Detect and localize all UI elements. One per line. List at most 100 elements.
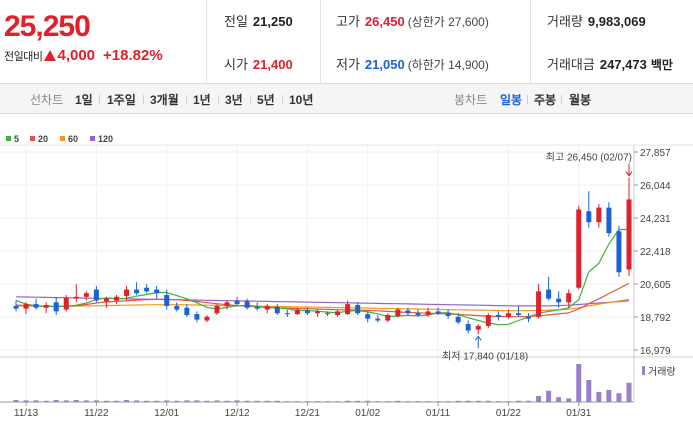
candle-body xyxy=(606,207,612,234)
candle-body xyxy=(375,318,381,321)
candle-body xyxy=(385,315,391,321)
volume-bar xyxy=(526,400,532,402)
volume-bar xyxy=(515,400,521,402)
volume-bar xyxy=(375,401,381,402)
candle-body xyxy=(576,209,582,288)
volume-bar xyxy=(546,390,552,402)
volume-bar xyxy=(304,401,310,402)
chart-tabs-bar: 선차트 1일 1주일 3개월 1년 3년 5년 10년 봉차트 일봉 주봉 월봉 xyxy=(0,84,693,114)
candle-chart-label: 봉차트 xyxy=(454,93,488,107)
candle-body xyxy=(294,309,300,315)
volume-bar xyxy=(596,392,602,402)
tab-period-5y[interactable]: 5년 xyxy=(257,93,275,107)
volume-bar xyxy=(63,400,69,402)
tab-period-1d[interactable]: 1일 xyxy=(75,93,93,107)
stat-open: 시가 21,400 xyxy=(224,54,293,73)
volume-bar xyxy=(495,401,501,402)
tab-separator xyxy=(218,95,219,104)
y-tick-label: 16,979 xyxy=(640,346,671,357)
candle-body xyxy=(445,313,451,316)
volume-bar xyxy=(224,400,230,402)
volume-bar xyxy=(325,401,331,402)
date-axis: 11/13 11/22 12/01 12/12 12/21 01/02 01/11 01/22… xyxy=(14,402,592,419)
volume-bar xyxy=(214,400,220,402)
tab-separator xyxy=(250,95,251,104)
x-tick-label: 11/13 xyxy=(14,408,39,419)
stat-volume-value: 9,983,069 xyxy=(587,14,646,29)
candle-body xyxy=(536,291,542,317)
volume-bar xyxy=(395,400,401,402)
tab-candle-monthly[interactable]: 월봉 xyxy=(569,93,592,107)
volume-bar xyxy=(234,400,240,402)
volume-bar xyxy=(204,400,210,402)
up-triangle-icon xyxy=(44,50,57,61)
tab-period-3m[interactable]: 3개월 xyxy=(150,93,179,107)
legend-label: 60 xyxy=(68,134,78,144)
candle-body xyxy=(405,310,411,314)
candlestick-chart[interactable]: 5 20 60 120 27,857 26,044 24,231 22,418 20,605 1… xyxy=(0,114,693,440)
change-label: 전일대비 xyxy=(4,50,43,63)
legend-swatch xyxy=(30,136,35,141)
volume-bar xyxy=(536,396,542,402)
candle-body xyxy=(154,289,160,294)
low-arrow-head xyxy=(474,335,482,341)
candle-body xyxy=(264,305,270,310)
volume-bar xyxy=(566,398,572,402)
candle-body xyxy=(355,305,361,314)
candle-body xyxy=(274,306,280,314)
tab-period-1y[interactable]: 1년 xyxy=(193,93,211,107)
candle-body xyxy=(455,316,461,323)
candle-body xyxy=(144,287,150,292)
volume-bar xyxy=(194,400,200,402)
candle-body xyxy=(244,301,250,308)
high-arrow-head xyxy=(625,171,633,177)
volume-bar xyxy=(294,401,300,402)
candle-body xyxy=(103,298,109,302)
tab-period-10y[interactable]: 10년 xyxy=(289,93,314,107)
volume-bar xyxy=(103,400,109,402)
tab-candle-weekly[interactable]: 주봉 xyxy=(534,93,557,107)
header-divider xyxy=(530,0,531,84)
candle-body xyxy=(284,313,290,315)
x-tick-label: 01/11 xyxy=(426,408,451,419)
stat-amount-value: 247,473 xyxy=(599,57,647,72)
change-percent: +18.82% xyxy=(103,47,163,64)
tab-candle-daily[interactable]: 일봉 xyxy=(500,93,523,107)
volume-bar xyxy=(485,400,491,402)
volume-bar xyxy=(73,400,79,402)
stat-prev: 전일 21,250 xyxy=(224,11,293,30)
x-tick-label: 12/01 xyxy=(154,408,179,419)
change-value: 4,000 xyxy=(57,47,96,64)
candle-body xyxy=(43,305,49,308)
stat-low-label: 저가 xyxy=(336,57,360,72)
volume-bar xyxy=(345,400,351,402)
candle-body xyxy=(113,296,119,301)
candle-body xyxy=(254,306,260,309)
stat-open-value: 21,400 xyxy=(252,57,293,72)
stat-volume-label: 거래량 xyxy=(547,14,583,29)
volume-bar xyxy=(83,400,89,402)
candle-body xyxy=(23,304,29,309)
candle-body xyxy=(526,316,532,319)
stat-open-label: 시가 xyxy=(224,57,248,72)
quote-header: 25,250 전일대비 4,000 +18.82% 전일 21,250 시가 21,… xyxy=(0,0,693,84)
tab-period-1w[interactable]: 1주일 xyxy=(107,93,136,107)
candle-body xyxy=(194,314,200,320)
change-row: 전일대비 4,000 +18.82% xyxy=(4,47,163,64)
volume-bar xyxy=(335,401,341,402)
candle-body xyxy=(134,289,140,294)
candle-body xyxy=(475,325,481,330)
legend-swatch xyxy=(60,136,65,141)
volume-legend-swatch xyxy=(642,366,645,375)
tab-period-3y[interactable]: 3년 xyxy=(225,93,243,107)
volume-bar xyxy=(284,401,290,402)
volume-bar xyxy=(365,400,371,402)
candle-body xyxy=(505,313,511,317)
tab-separator xyxy=(99,95,100,104)
volume-bar xyxy=(445,401,451,402)
volume-bar xyxy=(314,401,320,402)
candle-body xyxy=(586,211,592,223)
candle-body xyxy=(304,310,310,314)
candle-body xyxy=(395,309,401,316)
